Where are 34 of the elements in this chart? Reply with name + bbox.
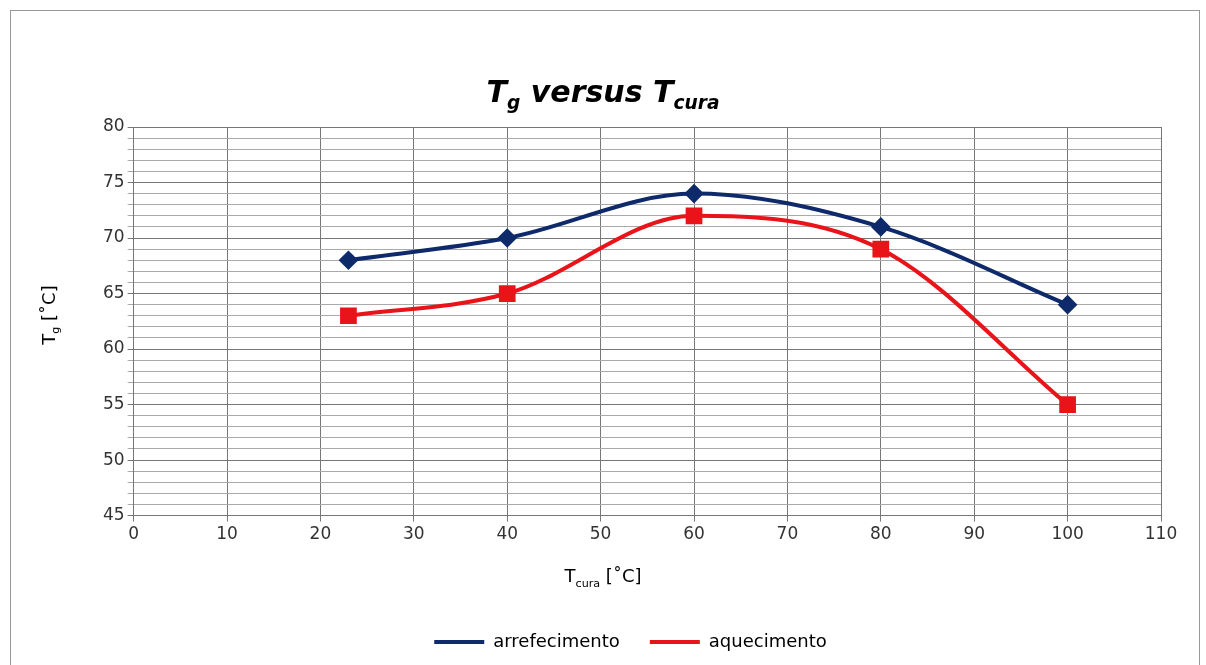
y-tick-label: 60 — [102, 337, 125, 358]
x-tick-label: 70 — [776, 523, 799, 544]
x-tick-label: 90 — [963, 523, 986, 544]
x-tick-label: 30 — [403, 523, 425, 544]
point — [1058, 295, 1077, 314]
point — [872, 240, 890, 258]
x-tick-label: 40 — [496, 523, 519, 544]
y-tick-label: 65 — [102, 281, 125, 302]
x-tick-label: 100 — [1051, 523, 1084, 544]
x-tick-label: 60 — [683, 523, 705, 544]
x-tick-label: 10 — [216, 523, 238, 544]
point — [685, 184, 704, 203]
legend-label: arrefecimento — [493, 629, 620, 651]
chart-title: T$_{g}$ versus T$_{cura}$ — [485, 74, 721, 113]
y-tick-label: 55 — [102, 392, 125, 413]
point — [1059, 396, 1076, 413]
point — [871, 217, 890, 236]
point — [498, 229, 517, 248]
y-tick-label: 45 — [102, 504, 125, 525]
legend-label: aquecimento — [708, 629, 827, 651]
point — [339, 251, 358, 270]
point — [498, 285, 516, 302]
x-tick-label: 80 — [869, 523, 892, 544]
y-tick-label: 50 — [102, 448, 125, 469]
y-tick-label: 70 — [102, 226, 125, 247]
x-tick-label: 20 — [309, 523, 332, 544]
y-tick-label: 75 — [102, 170, 125, 191]
x-tick-label: 110 — [1144, 523, 1178, 544]
x-tick-label: 50 — [589, 523, 612, 544]
x-tick-label: 0 — [128, 523, 140, 544]
point — [340, 307, 357, 325]
point — [685, 207, 703, 225]
y-tick-label: 80 — [102, 115, 125, 136]
x-axis-title: T$_{cura}$ [˚C] — [563, 565, 643, 590]
